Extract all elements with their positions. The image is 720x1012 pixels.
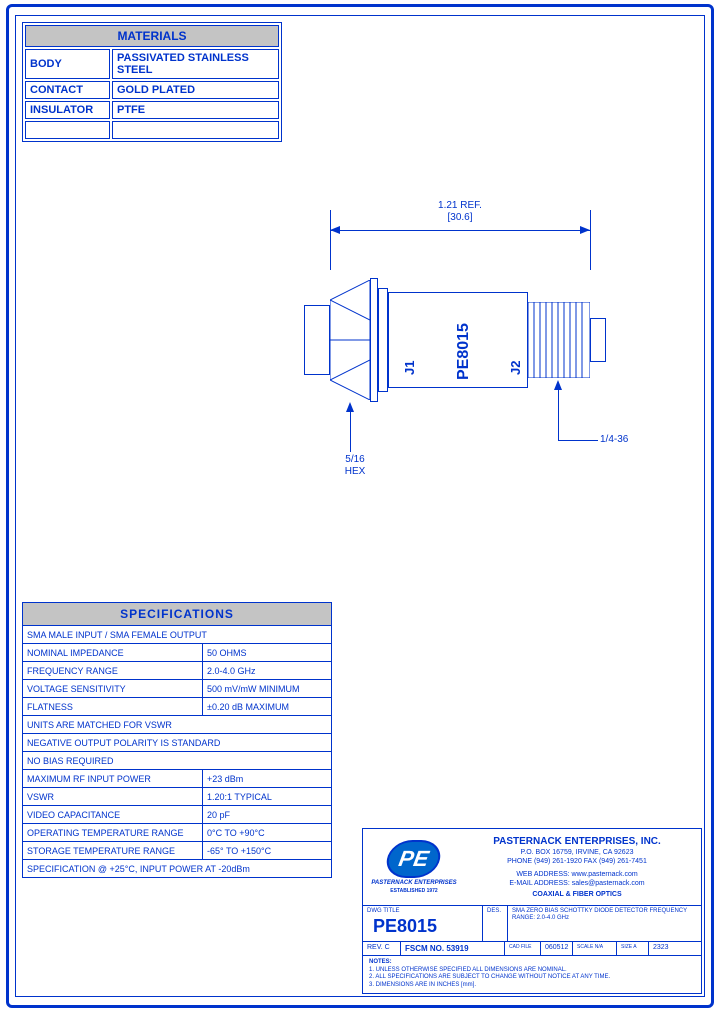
company-web: WEB ADDRESS: www.pasternack.com	[459, 870, 695, 879]
cad-file: 060512	[541, 942, 573, 955]
spec-value: ±0.20 dB MAXIMUM	[203, 698, 332, 716]
scale: SCALE N/A	[573, 942, 617, 955]
spec-label: STORAGE TEMPERATURE RANGE	[23, 842, 203, 860]
spec-row: SPECIFICATION @ +25°C, INPUT POWER AT -2…	[23, 860, 332, 878]
mat-label: INSULATOR	[25, 101, 110, 119]
ext-line	[590, 210, 591, 270]
spec-label: FLATNESS	[23, 698, 203, 716]
flange	[370, 278, 378, 402]
j2-label: J2	[508, 361, 523, 375]
title-block: PE PASTERNACK ENTERPRISES ESTABLISHED 19…	[362, 828, 702, 994]
materials-table: MATERIALS BODYPASSIVATED STAINLESS STEEL…	[22, 22, 282, 142]
mat-label: BODY	[25, 49, 110, 79]
connector-left	[304, 305, 330, 375]
arrow-right-icon	[580, 226, 590, 234]
specs-table: SPECIFICATIONS SMA MALE INPUT / SMA FEMA…	[22, 602, 332, 878]
spec-value: 20 pF	[203, 806, 332, 824]
notes-label: NOTES:	[369, 959, 695, 967]
dim-line	[330, 230, 590, 231]
company-info: PASTERNACK ENTERPRISES, INC. P.O. BOX 16…	[459, 835, 695, 898]
note-3: 3. DIMENSIONS ARE IN INCHES [mm].	[369, 982, 695, 990]
cad-label: CAD FILE	[505, 942, 541, 955]
mat-value: PTFE	[112, 101, 279, 119]
logo-text: PE	[384, 840, 444, 878]
arrow-up-icon	[346, 402, 354, 412]
spec-label: FREQUENCY RANGE	[23, 662, 203, 680]
fscm: FSCM NO. 53919	[401, 942, 505, 955]
technical-drawing: 1.21 REF. [30.6] J1 PE8015 J2 5	[260, 210, 660, 490]
mat-value: PASSIVATED STAINLESS STEEL	[112, 49, 279, 79]
arrow-up-icon	[554, 380, 562, 390]
des-label: DES.	[483, 906, 508, 941]
spec-value: 0°C TO +90°C	[203, 824, 332, 842]
materials-title: MATERIALS	[25, 25, 279, 47]
tb-notes: NOTES: 1. UNLESS OTHERWISE SPECIFIED ALL…	[363, 956, 701, 993]
dim-mm: [30.6]	[400, 212, 520, 223]
spec-value: 1.20:1 TYPICAL	[203, 788, 332, 806]
connector-right	[590, 318, 606, 362]
spec-label: NOMINAL IMPEDANCE	[23, 644, 203, 662]
j1-label: J1	[402, 361, 417, 375]
hex-sub: HEX	[330, 466, 380, 477]
mat-label: CONTACT	[25, 81, 110, 99]
description: SMA ZERO BIAS SCHOTTKY DIODE DETECTOR FR…	[508, 906, 701, 941]
company-tagline: COAXIAL & FIBER OPTICS	[459, 890, 695, 899]
spec-label: VIDEO CAPACITANCE	[23, 806, 203, 824]
spec-row: NEGATIVE OUTPUT POLARITY IS STANDARD	[23, 734, 332, 752]
spec-label: OPERATING TEMPERATURE RANGE	[23, 824, 203, 842]
spec-value: 50 OHMS	[203, 644, 332, 662]
hex-label: 5/16	[330, 454, 380, 465]
company-email: E-MAIL ADDRESS: sales@pasternack.com	[459, 879, 695, 888]
hex-nut	[330, 280, 370, 400]
spec-value: +23 dBm	[203, 770, 332, 788]
part-number: PE8015	[367, 914, 478, 939]
logo-subtitle: PASTERNACK ENTERPRISES	[369, 880, 459, 886]
leader-line	[350, 412, 351, 452]
ext-line	[330, 210, 331, 270]
note-1: 1. UNLESS OTHERWISE SPECIFIED ALL DIMENS…	[369, 967, 695, 975]
company-phone: PHONE (949) 261-1920 FAX (949) 261-7451	[459, 857, 695, 866]
note-2: 2. ALL SPECIFICATIONS ARE SUBJECT TO CHA…	[369, 974, 695, 982]
thread-label: 1/4-36	[600, 434, 660, 445]
spec-value: -65° TO +150°C	[203, 842, 332, 860]
arrow-left-icon	[330, 226, 340, 234]
mat-value	[112, 121, 279, 139]
spec-label: VSWR	[23, 788, 203, 806]
spec-row: UNITS ARE MATCHED FOR VSWR	[23, 716, 332, 734]
sheet: 2323	[649, 942, 701, 955]
tb-header: PE PASTERNACK ENTERPRISES ESTABLISHED 19…	[363, 829, 701, 905]
part-label: PE8015	[455, 323, 473, 380]
rev: REV. C	[363, 942, 401, 955]
tb-rev-row: REV. C FSCM NO. 53919 CAD FILE 060512 SC…	[363, 942, 701, 956]
company-logo: PE PASTERNACK ENTERPRISES ESTABLISHED 19…	[369, 840, 459, 894]
tb-partno-row: DWG TITLE PE8015 DES. SMA ZERO BIAS SCHO…	[363, 906, 701, 942]
spec-row: NO BIAS REQUIRED	[23, 752, 332, 770]
company-name: PASTERNACK ENTERPRISES, INC.	[459, 835, 695, 848]
spec-row: SMA MALE INPUT / SMA FEMALE OUTPUT	[23, 626, 332, 644]
company-addr: P.O. BOX 16759, IRVINE, CA 92623	[459, 848, 695, 857]
spec-label: VOLTAGE SENSITIVITY	[23, 680, 203, 698]
leader-line	[558, 390, 559, 440]
specs-title: SPECIFICATIONS	[23, 603, 332, 626]
mat-value: GOLD PLATED	[112, 81, 279, 99]
spec-value: 500 mV/mW MINIMUM	[203, 680, 332, 698]
spec-value: 2.0-4.0 GHz	[203, 662, 332, 680]
size: SIZE A	[617, 942, 649, 955]
dim-ref: 1.21 REF.	[400, 200, 520, 211]
logo-est: ESTABLISHED 1972	[369, 888, 459, 894]
spec-label: MAXIMUM RF INPUT POWER	[23, 770, 203, 788]
leader-line	[558, 440, 598, 441]
step	[378, 288, 388, 392]
mat-label	[25, 121, 110, 139]
threads	[528, 302, 590, 378]
